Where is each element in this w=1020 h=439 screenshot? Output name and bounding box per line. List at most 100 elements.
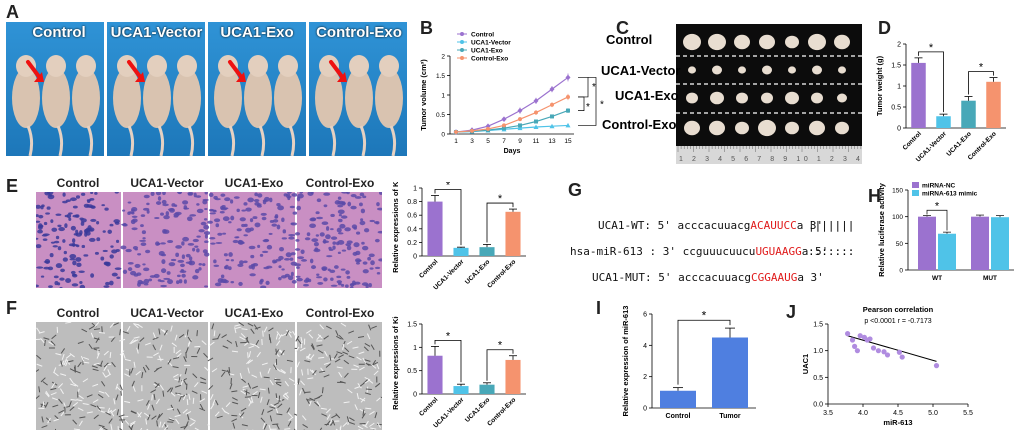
nucleus [345, 243, 352, 247]
fiber [44, 402, 49, 408]
nucleus [80, 218, 87, 223]
fiber [200, 381, 207, 384]
y-tick-label: 1 [413, 186, 417, 193]
fiber [99, 360, 103, 367]
fiber [124, 358, 131, 362]
fiber [321, 387, 324, 394]
fiber [276, 413, 283, 416]
fiber [314, 401, 320, 407]
fiber [366, 333, 371, 340]
fiber [335, 413, 341, 419]
data-point [534, 119, 538, 124]
fiber [260, 417, 266, 423]
fiber [245, 337, 250, 344]
nucleus [160, 212, 164, 216]
fiber [98, 332, 106, 334]
nucleus [47, 266, 54, 271]
sig-bracket [578, 96, 585, 111]
nucleus [288, 236, 295, 240]
nucleus [76, 262, 82, 267]
nucleus [181, 254, 186, 260]
fiber [45, 417, 51, 423]
y-tick-label: 0.5 [891, 105, 901, 112]
fiber [296, 361, 300, 368]
tumor [710, 91, 724, 105]
nucleus [339, 223, 346, 229]
data-point [502, 126, 506, 131]
nucleus [354, 196, 362, 199]
seq-mir-prefix: hsa-miR-613 : 3' ccguuucuucu [570, 245, 756, 258]
fiber [156, 420, 158, 427]
nucleus [347, 201, 352, 207]
fiber [175, 418, 180, 425]
mouse-tail [329, 125, 337, 157]
nucleus [341, 249, 347, 252]
nucleus [163, 277, 171, 280]
nucleus [87, 225, 92, 231]
tumor [785, 91, 799, 105]
fiber [50, 340, 56, 346]
fiber [101, 381, 106, 387]
fiber [369, 422, 375, 427]
fiber [118, 414, 125, 418]
fiber [42, 401, 45, 408]
panel-letter-e: E [6, 176, 19, 196]
nucleus [103, 285, 110, 288]
nucleus [221, 205, 226, 208]
fiber [259, 388, 266, 391]
fiber [129, 339, 134, 345]
fiber [183, 424, 189, 430]
nucleus [79, 284, 86, 288]
nucleus [155, 201, 162, 206]
nucleus [210, 242, 216, 245]
nucleus [192, 247, 196, 252]
tumor [808, 33, 826, 51]
fiber [328, 419, 333, 425]
photo-label-control-exo: Control-Exo [316, 24, 402, 41]
fiber [331, 414, 337, 419]
fiber [187, 336, 192, 343]
nucleus [88, 237, 96, 242]
nucleus [181, 273, 186, 278]
nucleus [127, 267, 133, 272]
series-line [455, 96, 569, 133]
fiber [302, 423, 308, 428]
y-axis-label: UAC1 [801, 354, 810, 374]
nucleus [330, 213, 335, 217]
fiber [255, 339, 260, 346]
fiber [191, 390, 198, 394]
seq-mut-suffix: a 3' [797, 271, 824, 284]
nucleus [281, 237, 288, 240]
nucleus [250, 263, 256, 267]
tumor [785, 121, 799, 135]
panel-letter-i: I [596, 298, 602, 318]
bar [961, 100, 976, 128]
fiber [279, 349, 285, 355]
nucleus [137, 279, 143, 285]
y-tick-label: 0 [413, 254, 417, 261]
fiber [336, 335, 342, 340]
y-axis-label: Relative luciferase activity [878, 182, 886, 277]
y-axis-label: Relative expressions of Ki67 [391, 316, 400, 410]
nucleus [285, 252, 292, 258]
nucleus [332, 241, 337, 245]
nucleus [249, 227, 254, 232]
fiber [151, 415, 157, 420]
fiber [156, 414, 161, 420]
y-tick-label: 0.5 [436, 112, 445, 119]
nucleus [336, 275, 342, 279]
f-label-control: Control [56, 306, 100, 320]
legend-label: Control-Exo [471, 56, 508, 63]
data-point [533, 98, 539, 104]
nucleus [376, 202, 380, 207]
fiber [113, 398, 116, 405]
fiber [368, 324, 372, 331]
nucleus [52, 245, 58, 248]
mouse-tail [288, 125, 296, 157]
x-tick-label: 3.5 [823, 410, 833, 417]
e-label-control: Control [56, 176, 100, 190]
fiber [159, 344, 163, 351]
fiber [324, 351, 328, 357]
mouse-body [315, 68, 343, 128]
nucleus [49, 253, 54, 258]
